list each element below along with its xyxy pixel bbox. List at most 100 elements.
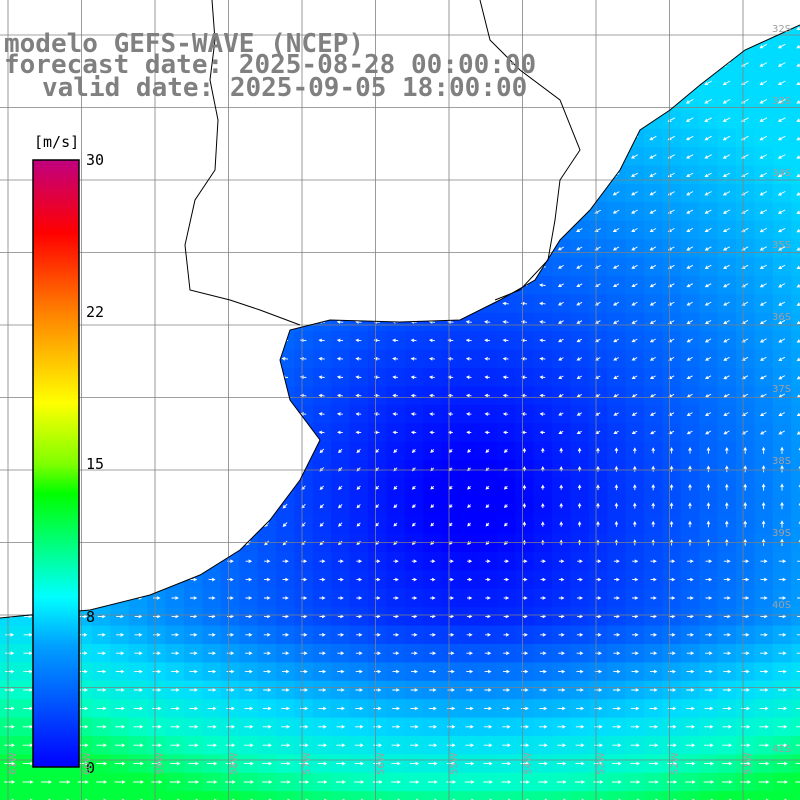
- wind-arrow: [262, 743, 272, 747]
- wind-arrow: [686, 375, 693, 380]
- wind-arrow: [541, 502, 545, 509]
- wind-arrow: [798, 539, 800, 547]
- wind-arrow: [558, 669, 566, 674]
- wind-cell: [791, 55, 800, 75]
- wind-arrow: [723, 577, 731, 582]
- wind-arrow: [576, 651, 584, 655]
- wind-arrow: [485, 485, 490, 490]
- wind-arrow: [686, 209, 694, 214]
- wind-arrow: [798, 520, 800, 528]
- wind-arrow: [319, 651, 326, 655]
- wind-arrow: [612, 761, 622, 766]
- wind-arrow: [391, 743, 401, 747]
- wind-arrow: [170, 761, 181, 766]
- wind-arrow: [152, 725, 162, 729]
- wind-arrow: [559, 484, 563, 490]
- wind-arrow: [503, 596, 510, 600]
- wind-arrow: [393, 596, 399, 600]
- wind-arrow: [465, 320, 472, 324]
- wind-arrow: [429, 412, 435, 416]
- wind-arrow: [633, 447, 637, 454]
- wind-arrow: [796, 247, 800, 251]
- wind-arrow: [796, 265, 800, 269]
- wind-arrow: [78, 688, 89, 692]
- wind-cell: [478, 791, 498, 800]
- wind-arrow: [796, 284, 800, 288]
- wind-arrow: [300, 688, 309, 692]
- wind-arrow: [502, 320, 509, 324]
- wind-arrow: [484, 412, 490, 416]
- wind-arrow: [613, 357, 620, 361]
- wind-arrow: [704, 743, 714, 747]
- wind-arrow: [557, 688, 566, 692]
- wind-arrow: [704, 357, 712, 361]
- wind-arrow: [759, 172, 768, 178]
- wind-arrow: [392, 706, 401, 711]
- wind-arrow: [723, 651, 732, 655]
- wind-arrow: [649, 688, 658, 692]
- wind-arrow: [430, 596, 436, 600]
- wind-arrow: [760, 596, 768, 600]
- wind-arrow: [264, 577, 271, 582]
- wind-arrow: [649, 135, 657, 141]
- wind-cell: [404, 791, 424, 800]
- wind-arrow: [777, 706, 788, 711]
- wind-arrow: [78, 651, 88, 655]
- wind-arrow: [447, 706, 456, 711]
- wind-arrow: [649, 172, 657, 177]
- wind-arrow: [484, 688, 492, 692]
- wind-cell: [36, 791, 56, 800]
- wind-arrow: [355, 430, 362, 435]
- wind-arrow: [522, 577, 528, 582]
- wind-arrow: [393, 485, 398, 490]
- wind-arrow: [557, 743, 567, 747]
- wind-arrow: [336, 356, 344, 361]
- wind-arrow: [23, 706, 34, 711]
- wind-arrow: [649, 393, 656, 398]
- wind-arrow: [96, 725, 107, 729]
- wind-arrow: [577, 447, 582, 454]
- wind-arrow: [576, 633, 584, 637]
- wind-arrow: [706, 483, 711, 491]
- wind-arrow: [705, 651, 713, 655]
- wind-arrow: [780, 465, 784, 473]
- wind-arrow: [688, 483, 692, 491]
- wind-arrow: [576, 228, 583, 232]
- wind-arrow: [281, 669, 290, 674]
- wind-arrow: [649, 246, 657, 251]
- wind-cell: [625, 791, 645, 800]
- wind-arrow: [798, 447, 800, 455]
- wind-arrow: [777, 135, 786, 141]
- wind-arrow: [503, 448, 508, 453]
- wind-arrow: [226, 706, 235, 711]
- wind-arrow: [778, 246, 786, 251]
- wind-arrow: [151, 743, 162, 747]
- wind-arrow: [409, 780, 420, 784]
- wind-arrow: [575, 725, 585, 729]
- wind-cell: [791, 92, 800, 111]
- wind-arrow: [356, 596, 363, 600]
- wind-arrow: [465, 393, 472, 398]
- wind-arrow: [559, 466, 563, 472]
- wind-arrow: [575, 780, 586, 784]
- wind-arrow: [262, 761, 273, 766]
- wind-arrow: [795, 763, 800, 765]
- wind-cell: [791, 404, 800, 424]
- wind-arrow: [189, 688, 198, 692]
- wind-arrow: [77, 798, 89, 800]
- wind-arrow: [282, 614, 289, 619]
- wind-arrow: [411, 559, 418, 563]
- wind-arrow: [704, 264, 712, 269]
- wind-arrow: [577, 596, 584, 600]
- wind-arrow: [631, 228, 638, 232]
- wind-arrow: [171, 633, 180, 637]
- wind-arrow: [4, 798, 15, 800]
- wind-arrow: [759, 669, 769, 674]
- wind-arrow: [428, 706, 437, 711]
- wind-arrow: [796, 228, 800, 233]
- wind-arrow: [796, 652, 800, 654]
- wind-cell: [791, 496, 800, 516]
- wind-arrow: [335, 798, 346, 800]
- wind-arrow: [686, 338, 693, 343]
